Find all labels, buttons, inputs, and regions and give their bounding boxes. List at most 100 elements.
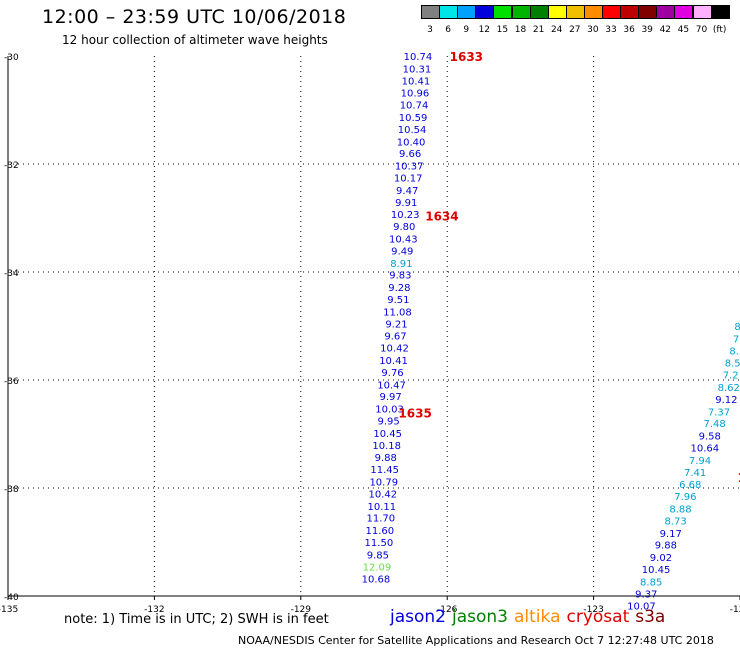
wave-height-value: 10.43: [389, 235, 418, 246]
legend-label: 45: [677, 25, 690, 35]
wave-height-value: 9.95: [378, 417, 400, 428]
map-subtitle: 12 hour collection of altimeter wave hei…: [62, 33, 328, 47]
wave-height-value: 7.94: [689, 456, 711, 467]
wave-height-value: 8.85: [640, 577, 662, 588]
satellite-label: jason3: [452, 607, 508, 627]
wave-height-value: 9.58: [699, 432, 721, 443]
wave-height-value: 7.2: [723, 371, 739, 382]
wave-height-value: 9.02: [650, 553, 672, 564]
wave-height-value: 9.76: [381, 368, 403, 379]
wave-height-value: 7.37: [708, 407, 730, 418]
wave-height-value: 10.42: [368, 489, 397, 500]
wave-height-value: 9.88: [375, 453, 397, 464]
wave-height-value: 9.88: [655, 541, 677, 552]
wave-height-value: 9.80: [393, 222, 415, 233]
lat-tick-label: -40: [4, 593, 19, 603]
lat-tick-label: -30: [4, 53, 19, 63]
wave-height-value: 10.31: [403, 64, 432, 75]
wave-height-value: 10.64: [691, 444, 720, 455]
wave-height-value: 8: [734, 322, 740, 333]
legend-label: 9: [463, 25, 470, 35]
wave-height-value: 9.67: [384, 332, 406, 343]
wave-height-value: 10.40: [397, 137, 426, 148]
color-legend: 3 6 9 12 15 18 21 24 27 30 33 36 39 42 45 70 (ft): [421, 5, 730, 41]
wave-height-value: 12.09: [363, 562, 392, 573]
wave-height-value: 9.83: [389, 271, 411, 282]
pass-time-label: 1635: [398, 406, 431, 420]
wave-height-value: 9.12: [715, 395, 737, 406]
legend-label: 30: [587, 25, 599, 35]
wave-height-value: 8.: [729, 346, 739, 357]
wave-height-value: 10.47: [377, 380, 406, 391]
pass-time-label: 17: [738, 471, 740, 485]
legend-label: (ft): [712, 25, 727, 35]
satellite-label: cryosat: [566, 607, 630, 627]
wave-height-value: 8.5: [725, 359, 740, 370]
wave-height-value: 8.62: [718, 383, 740, 394]
lon-tick-label: -135: [0, 605, 18, 615]
wave-height-value: 7: [733, 334, 739, 345]
legend-label: 70: [695, 25, 708, 35]
wave-height-value: 9.66: [399, 149, 421, 160]
credit-line: NOAA/NESDIS Center for Satellite Applica…: [238, 634, 714, 647]
wave-height-value: 10.41: [402, 76, 431, 87]
wave-height-value: 7.41: [684, 468, 706, 479]
wave-height-value: 11.50: [365, 538, 394, 549]
lon-tick-label: -126: [437, 605, 458, 615]
legend-label: 27: [569, 25, 581, 35]
wave-height-value: 6.68: [679, 480, 701, 491]
wave-height-value: 9.47: [396, 186, 418, 197]
wave-height-value: 10.74: [404, 52, 433, 63]
wave-height-value: 10.18: [372, 441, 401, 452]
wave-height-value: 9.37: [635, 589, 657, 600]
legend-label: 24: [550, 25, 563, 35]
wave-height-value: 9.51: [387, 295, 409, 306]
wave-height-value: 10.96: [401, 89, 430, 100]
wave-height-value: 10.11: [367, 502, 396, 513]
map-title: 12:00 – 23:59 UTC 10/06/2018: [42, 6, 347, 28]
legend-swatch: [710, 5, 730, 19]
wave-height-value: 10.59: [399, 113, 428, 124]
legend-label: 12: [478, 25, 491, 35]
pass-time-label: 1634: [425, 209, 458, 223]
wave-height-value: 11.60: [366, 526, 395, 537]
legend-label: 21: [532, 25, 545, 35]
satellite-label: s3a: [635, 607, 666, 627]
wave-height-value: 7.48: [703, 419, 725, 430]
legend-label: 15: [496, 25, 509, 35]
wave-height-value: 10.45: [373, 429, 402, 440]
legend-label: 39: [641, 25, 653, 35]
wave-height-value: 10.41: [379, 356, 408, 367]
wave-height-value: 10.68: [362, 575, 391, 586]
wave-height-value: 10.42: [380, 344, 409, 355]
wave-height-value: 10.37: [395, 162, 424, 173]
legend-label: 36: [623, 25, 635, 35]
lat-tick-label: -38: [4, 485, 19, 495]
wave-height-value: 10.03: [375, 405, 404, 416]
lon-tick-label: -129: [291, 605, 312, 615]
satellite-legend: jason2 jason3 altika cryosat s3a: [390, 607, 671, 627]
wave-height-value: 11.08: [383, 307, 412, 318]
wave-height-value: 9.49: [391, 246, 413, 257]
wave-height-value: 9.28: [388, 283, 410, 294]
wave-height-value: 9.17: [660, 529, 682, 540]
pass-time-label: 1633: [450, 50, 483, 64]
lon-tick-label: -132: [144, 605, 164, 615]
wave-height-value: 11.70: [367, 514, 396, 525]
lon-tick-label: -123: [583, 605, 603, 615]
wave-height-value: 9.85: [367, 550, 389, 561]
wave-height-value: 8.88: [669, 505, 691, 516]
wave-height-value: 7.96: [674, 492, 696, 503]
legend-label: 6: [445, 25, 451, 35]
lon-tick-label: -120: [730, 605, 740, 615]
wave-height-value: 10.74: [400, 101, 429, 112]
legend-label: 18: [514, 25, 527, 35]
satellite-label: jason2: [390, 607, 446, 627]
wave-height-value: 10.07: [627, 602, 656, 613]
wave-height-value: 9.21: [385, 319, 407, 330]
satellite-label: altika: [514, 607, 561, 627]
wave-height-value: 9.91: [395, 198, 417, 209]
wave-height-value: 10.23: [391, 210, 420, 221]
legend-label: 42: [659, 25, 672, 35]
